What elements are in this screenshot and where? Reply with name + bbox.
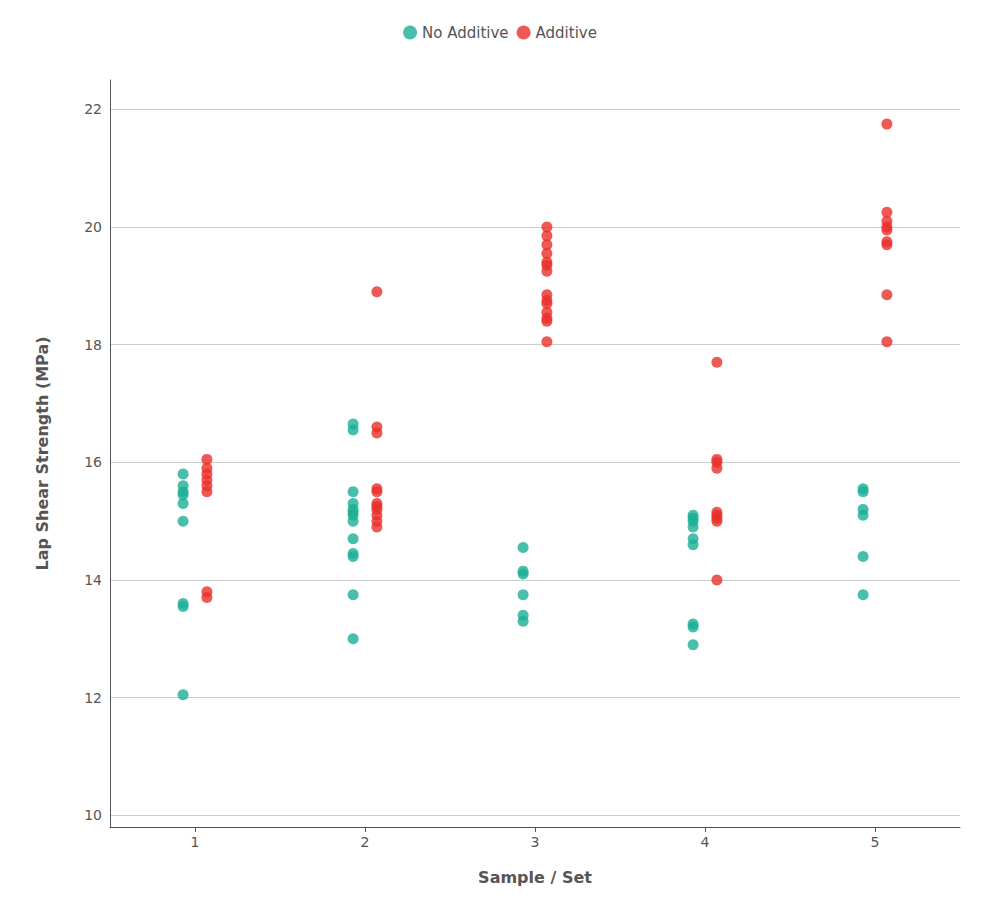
svg-text:Sample / Set: Sample / Set (478, 868, 592, 887)
svg-text:Lap Shear Strength (MPa): Lap Shear Strength (MPa) (33, 336, 52, 570)
svg-text:Additive: Additive (536, 24, 597, 42)
svg-text:12: 12 (84, 690, 102, 706)
svg-text:14: 14 (84, 572, 102, 588)
svg-text:4: 4 (701, 834, 710, 850)
svg-text:20: 20 (84, 219, 102, 235)
svg-text:2: 2 (361, 834, 370, 850)
svg-text:1: 1 (191, 834, 200, 850)
svg-text:22: 22 (84, 101, 102, 117)
svg-text:18: 18 (84, 337, 102, 353)
svg-text:5: 5 (871, 834, 880, 850)
svg-text:No Additive: No Additive (422, 24, 509, 42)
svg-text:10: 10 (84, 807, 102, 823)
svg-text:3: 3 (531, 834, 540, 850)
svg-text:16: 16 (84, 454, 102, 470)
